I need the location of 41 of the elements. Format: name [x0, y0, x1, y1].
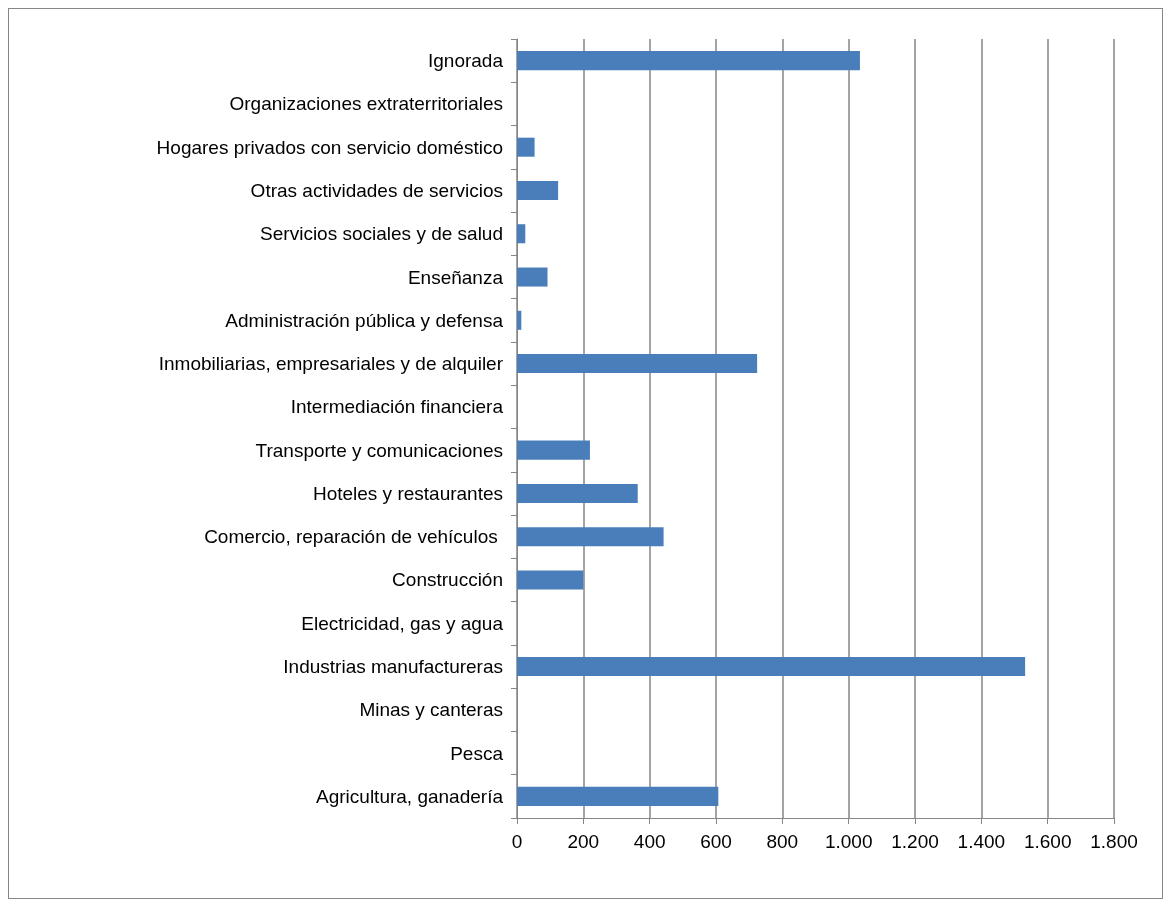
- y-tick-label: Intermediación financiera: [290, 396, 504, 418]
- x-tick-label: 1.600: [1023, 831, 1072, 852]
- y-tick-label: Transporte y comunicaciones: [255, 439, 503, 461]
- y-tick-label: Minas y canteras: [359, 699, 503, 721]
- y-tick-label: Hogares privados con servicio doméstico: [156, 136, 503, 158]
- x-tick-label: 800: [766, 831, 799, 852]
- bar: [517, 180, 559, 200]
- bar: [517, 570, 584, 590]
- y-tick-label: Agricultura, ganadería: [316, 785, 504, 807]
- x-tick-label: 600: [700, 831, 732, 852]
- x-tick-label: 1.000: [824, 831, 873, 852]
- x-tick-label: 1.800: [1090, 831, 1138, 852]
- y-tick-label: Industrias manufactureras: [283, 656, 503, 678]
- y-tick-label: Ignorada: [427, 50, 504, 72]
- x-tick-label: 0: [511, 831, 523, 852]
- bar: [517, 310, 522, 330]
- y-tick-label: Pesca: [450, 742, 504, 764]
- x-tick-label: 1.200: [891, 831, 939, 852]
- y-tick-label: Inmobiliarias, empresariales y de alquiler: [158, 353, 504, 375]
- bar: [517, 786, 719, 806]
- x-tick-label: 1.400: [957, 831, 1006, 852]
- bar: [517, 224, 526, 244]
- bar: [517, 354, 758, 374]
- bar: [517, 267, 548, 287]
- y-tick-label: Comercio, reparación de vehículos: [204, 526, 503, 548]
- bar: [517, 137, 535, 157]
- y-tick-label: Electricidad, gas y agua: [301, 612, 504, 634]
- y-tick-label: Construcción: [392, 569, 503, 591]
- bar: [517, 527, 664, 547]
- bar: [517, 657, 1026, 677]
- y-tick-label: Administración pública y defensa: [225, 309, 504, 331]
- y-tick-label: Organizaciones extraterritoriales: [229, 93, 503, 115]
- y-tick-label: Enseñanza: [407, 266, 504, 288]
- y-tick-label: Servicios sociales y de salud: [260, 223, 503, 245]
- y-tick-label: Otras actividades de servicios: [250, 179, 503, 201]
- x-tick-label: 400: [633, 831, 666, 852]
- x-tick-label: 200: [567, 831, 600, 852]
- y-tick-label: Hoteles y restaurantes: [312, 482, 503, 504]
- bar: [517, 440, 590, 460]
- bar: [517, 51, 860, 71]
- bar: [517, 483, 638, 503]
